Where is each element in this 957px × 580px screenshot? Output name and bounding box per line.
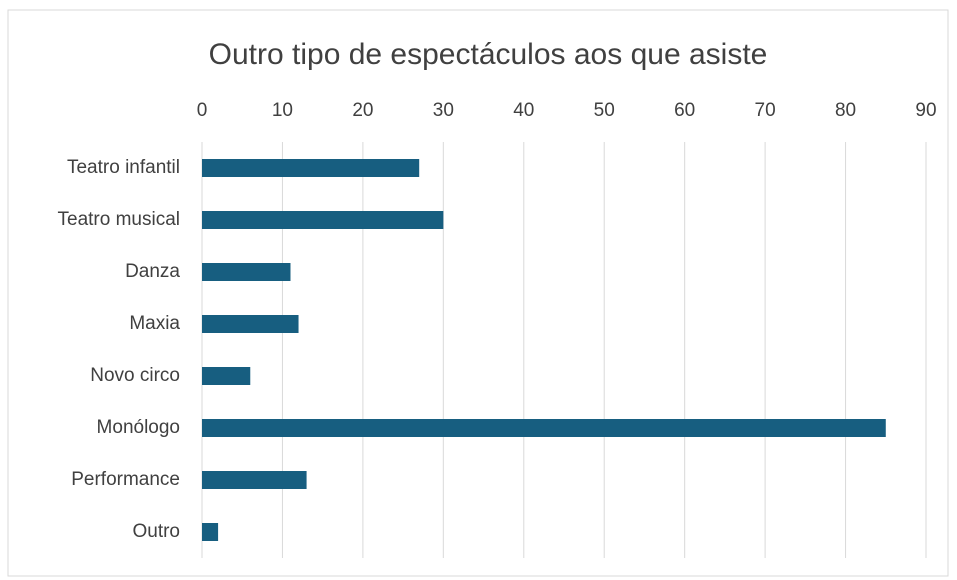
y-tick-label: Outro — [132, 521, 180, 542]
bar — [202, 263, 291, 281]
y-tick-label: Novo circo — [90, 365, 180, 386]
y-tick-label: Teatro infantil — [67, 157, 180, 178]
x-tick-label: 70 — [755, 100, 776, 121]
y-tick-label: Monólogo — [97, 417, 180, 438]
x-tick-label: 40 — [513, 100, 534, 121]
x-tick-label: 80 — [835, 100, 856, 121]
y-tick-label: Danza — [125, 261, 180, 282]
x-tick-label: 90 — [915, 100, 936, 121]
bar — [202, 211, 444, 229]
y-tick-label: Maxia — [129, 313, 180, 334]
bar — [202, 315, 299, 333]
x-tick-label: 30 — [433, 100, 454, 121]
x-tick-label: 0 — [197, 100, 208, 121]
bar — [202, 419, 886, 437]
bar — [202, 367, 251, 385]
bar — [202, 159, 420, 177]
chart-frame — [7, 9, 949, 577]
x-tick-label: 60 — [674, 100, 695, 121]
y-tick-label: Performance — [71, 469, 180, 490]
chart-title: Outro tipo de espectáculos aos que asist… — [209, 38, 768, 71]
x-tick-label: 50 — [594, 100, 615, 121]
x-tick-label: 10 — [272, 100, 293, 121]
x-tick-label: 20 — [352, 100, 373, 121]
bar — [202, 523, 219, 541]
y-tick-label: Teatro musical — [58, 209, 181, 230]
bar — [202, 471, 307, 489]
